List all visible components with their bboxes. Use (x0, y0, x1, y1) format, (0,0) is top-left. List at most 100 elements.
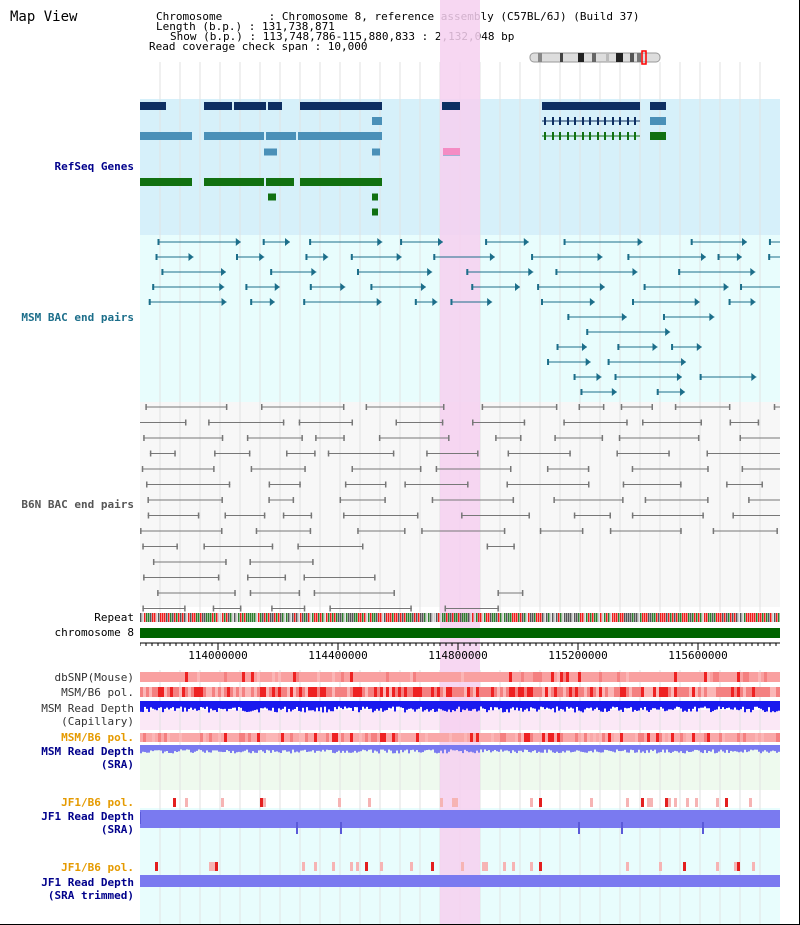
depth-bar (752, 701, 754, 710)
bac-end-marker (147, 497, 149, 503)
dbsnp-mark (305, 672, 308, 682)
repeat-element (506, 613, 508, 622)
dbsnp-mark (227, 672, 230, 682)
depth-bar (364, 701, 366, 709)
bac-end-marker (152, 559, 155, 565)
depth-bar (384, 701, 386, 711)
depth-bar (760, 745, 762, 754)
repeat-element (316, 613, 318, 622)
jf1-pol-mark (302, 862, 305, 871)
repeat-element (742, 613, 744, 622)
repeat-element (440, 613, 442, 622)
depth-bar (314, 745, 316, 753)
bac-end-marker (580, 389, 583, 395)
dbsnp-mark (182, 672, 185, 682)
msm-pol-mark (413, 687, 416, 697)
repeat-element (514, 613, 516, 622)
depth-bar (238, 701, 240, 707)
msm-pol-mark (677, 733, 680, 742)
depth-bar (386, 701, 388, 711)
bac-end-marker (768, 254, 771, 260)
msm-pol-mark (746, 687, 749, 697)
axis-tick-label: 114000000 (188, 649, 248, 662)
gene-block (372, 193, 378, 201)
dbsnp-mark (176, 672, 179, 682)
bac-end-marker (221, 528, 223, 534)
depth-bar (394, 745, 396, 754)
depth-bar (614, 745, 616, 753)
msm-pol-mark (503, 687, 506, 697)
msm-pol-mark (515, 687, 518, 697)
msm-bac-track (148, 238, 780, 396)
msm-pol-mark (749, 687, 752, 697)
depth-bar (272, 745, 274, 751)
depth-bar (286, 701, 288, 713)
bac-end-marker (441, 419, 444, 426)
depth-bar (586, 745, 588, 753)
msm-pol-mark (482, 687, 485, 697)
bac-end-arrow (676, 373, 682, 381)
msm-pol-mark (656, 733, 659, 742)
genome-map-canvas[interactable]: 114000000 114400000 114800000 115200000 1156… (140, 0, 780, 925)
dbsnp-mark (614, 672, 617, 682)
bac-end-marker (521, 590, 524, 596)
depth-bar (628, 701, 630, 709)
dbsnp-mark (419, 672, 422, 682)
repeat-element (576, 613, 578, 622)
msm-pol-mark (401, 687, 404, 697)
repeat-element (370, 613, 372, 622)
bac-end-marker (149, 450, 152, 457)
bac-end-arrow (487, 298, 493, 306)
bac-end-marker (651, 404, 653, 410)
dbsnp-mark (536, 672, 539, 682)
depth-bar (370, 701, 372, 709)
jf1-pol-mark (350, 862, 353, 871)
msm-pol-mark (527, 733, 530, 742)
dbsnp-mark (569, 672, 572, 682)
msm-pol-mark (299, 687, 302, 697)
b6n-bac-track-label[interactable]: B6N BAC end pairs (21, 498, 134, 511)
msm-pol-mark (623, 733, 626, 742)
bac-end-marker (674, 404, 677, 410)
msm-pol-mark (296, 687, 299, 697)
msm-pol-mark (212, 687, 215, 697)
bac-end-marker (520, 435, 522, 441)
depth-bar (478, 701, 480, 711)
repeat-element (246, 613, 248, 622)
msm-pol-mark (671, 687, 674, 697)
gene-exon (589, 117, 591, 125)
bac-end-marker (270, 269, 273, 275)
dbsnp-mark (344, 672, 347, 682)
depth-bar (382, 701, 384, 712)
msm-pol-mark (272, 733, 275, 742)
msm-pol-mark (518, 733, 521, 742)
dbsnp-mark (206, 672, 209, 682)
msm-pol-mark (731, 733, 734, 742)
repeat-element (194, 613, 196, 622)
depth-bar (592, 701, 594, 711)
depth-bar (338, 745, 340, 751)
depth-bar (528, 745, 530, 752)
depth-bar (726, 745, 728, 750)
bac-end-arrow (432, 298, 438, 306)
depth-bar (164, 745, 166, 752)
gene-block (442, 102, 460, 110)
msm-bac-track-label[interactable]: MSM BAC end pairs (21, 311, 134, 324)
msm-pol-mark (314, 733, 317, 742)
dbsnp-mark (737, 672, 740, 682)
depth-bar (206, 745, 208, 751)
dbsnp-mark (365, 672, 368, 682)
bac-end-arrow (514, 283, 520, 291)
depth-bar (472, 701, 474, 710)
bac-end-arrow (665, 328, 671, 336)
depth-bar (546, 701, 548, 708)
depth-bar (316, 701, 318, 708)
depth-bar (274, 701, 276, 712)
jf1-pol-mark (641, 798, 644, 807)
refseq-track-label[interactable]: RefSeq Genes (54, 160, 134, 173)
msm-pol-mark (338, 733, 341, 742)
depth-bar (246, 745, 248, 750)
depth-bar (468, 701, 470, 711)
depth-bar (452, 701, 454, 711)
repeat-element (430, 613, 432, 622)
